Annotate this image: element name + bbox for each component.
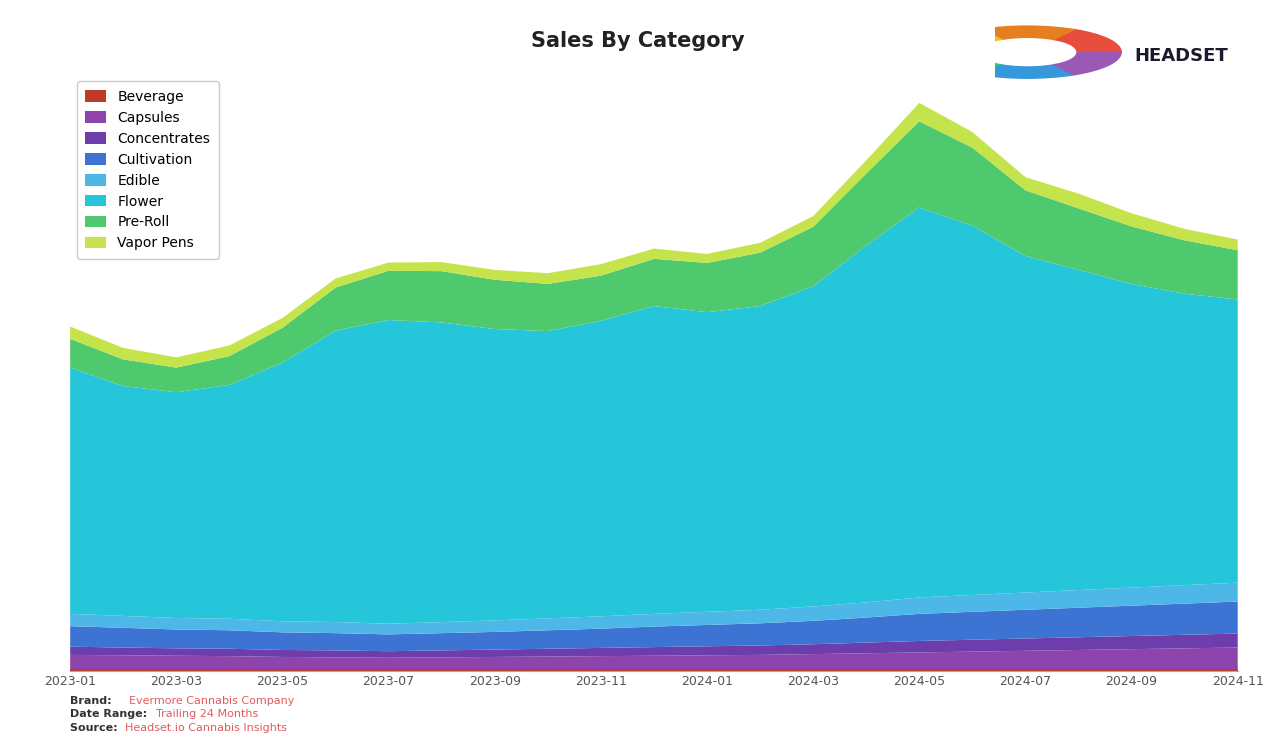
- Text: HEADSET: HEADSET: [1134, 47, 1229, 65]
- Wedge shape: [980, 52, 1074, 78]
- Wedge shape: [980, 26, 1074, 52]
- Text: Brand:: Brand:: [70, 696, 116, 706]
- Wedge shape: [1027, 30, 1122, 52]
- Text: Date Range:: Date Range:: [70, 709, 151, 720]
- Text: Sales By Category: Sales By Category: [531, 31, 745, 51]
- Circle shape: [979, 39, 1076, 66]
- Text: Source:: Source:: [70, 723, 121, 733]
- Wedge shape: [934, 30, 1027, 52]
- Text: Headset.io Cannabis Insights: Headset.io Cannabis Insights: [125, 723, 287, 733]
- Wedge shape: [1027, 52, 1122, 74]
- Text: Evermore Cannabis Company: Evermore Cannabis Company: [129, 696, 295, 706]
- Wedge shape: [934, 52, 1027, 74]
- Legend: Beverage, Capsules, Concentrates, Cultivation, Edible, Flower, Pre-Roll, Vapor P: Beverage, Capsules, Concentrates, Cultiv…: [77, 81, 218, 259]
- Text: Trailing 24 Months: Trailing 24 Months: [156, 709, 258, 720]
